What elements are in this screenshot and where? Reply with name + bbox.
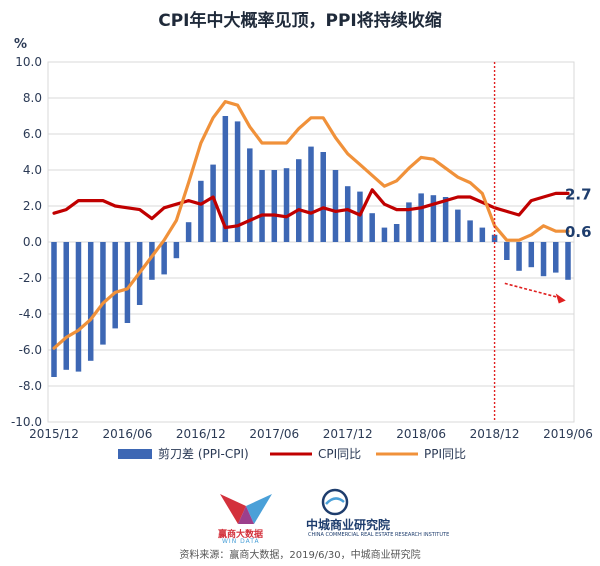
y-tick-label: 6.0 <box>23 127 42 141</box>
spread-bar <box>210 164 216 242</box>
cpi-line <box>52 188 570 230</box>
spread-bar <box>393 224 400 242</box>
spread-bar <box>553 242 559 273</box>
trend-arrow-line <box>504 282 560 299</box>
spread-bar <box>406 202 412 242</box>
legend-swatch-spread <box>118 449 152 459</box>
spread-bar <box>185 222 192 242</box>
bar-layer <box>51 116 571 377</box>
spread-bar <box>528 242 535 268</box>
spread-bar <box>271 170 278 242</box>
spread-bar <box>369 213 375 242</box>
spread-bar <box>124 242 131 323</box>
winshang-logo-name: 赢商大数据 <box>218 530 264 540</box>
spread-bar <box>540 242 547 277</box>
zhongcheng-logo-sub: CHINA COMMERCIAL REAL ESTATE RESEARCH IN… <box>308 532 450 538</box>
legend-label: 剪刀差 (PPI-CPI) <box>158 446 249 461</box>
spread-bar <box>565 242 571 280</box>
legend-label: CPI同比 <box>318 447 361 461</box>
legend-label: PPI同比 <box>424 447 466 461</box>
spread-bar <box>455 209 461 242</box>
y-tick-label: 8.0 <box>23 91 42 105</box>
spread-bar <box>296 159 302 242</box>
x-tick-label: 2019/06 <box>543 427 593 441</box>
spread-bar <box>344 186 351 242</box>
y-tick-label: -2.0 <box>19 271 42 285</box>
spread-bar <box>479 227 486 242</box>
spread-bar <box>100 242 106 345</box>
spread-bar <box>332 170 339 242</box>
y-tick-label: -4.0 <box>19 307 42 321</box>
spread-bar <box>259 170 265 242</box>
annotation-layer: 2.7 0.6 <box>493 62 592 422</box>
chart: % 10.0 8.0 6.0 4.0 2.0 0.0 -2.0 -4.0 -6.0 -8.0 -10… <box>11 37 593 461</box>
spread-bar <box>51 242 57 377</box>
y-tick-label: 10.0 <box>15 55 42 69</box>
spread-bar <box>418 193 424 242</box>
y-tick-label: 2.0 <box>23 199 42 213</box>
ppi-end-label: 0.6 <box>565 223 592 241</box>
cpi-end-label: 2.7 <box>565 185 592 203</box>
x-tick-label: 2016/06 <box>102 427 152 441</box>
line-layer <box>52 99 570 350</box>
legend: 剪刀差 (PPI-CPI) CPI同比 PPI同比 <box>118 446 466 461</box>
spread-bar <box>112 242 118 329</box>
ppi-line <box>52 99 570 350</box>
spread-bar <box>234 121 241 242</box>
spread-bar <box>283 168 290 242</box>
zhongcheng-logo <box>306 488 476 536</box>
chart-title: CPI年中大概率见顶，PPI将持续收缩 <box>158 11 442 31</box>
spread-bar <box>87 242 94 361</box>
spread-bar <box>161 242 167 275</box>
spread-bar <box>442 197 449 242</box>
winshang-logo <box>218 492 298 540</box>
trend-arrow-head <box>555 293 566 304</box>
spread-bar <box>381 227 388 242</box>
winshang-logo-mark <box>220 494 272 524</box>
zhongcheng-logo-name: 中城商业研究院 <box>306 518 391 532</box>
y-tick-label: -10.0 <box>11 415 42 429</box>
spread-bar <box>357 191 363 242</box>
spread-bar <box>173 242 180 259</box>
y-tick-label: -8.0 <box>19 379 42 393</box>
spread-bar <box>430 195 437 242</box>
y-tick-label: 0.0 <box>23 235 42 249</box>
spread-bar <box>75 242 82 372</box>
x-tick-label: 2015/12 <box>29 427 79 441</box>
spread-bar <box>247 148 253 242</box>
axis-layer: 10.0 8.0 6.0 4.0 2.0 0.0 -2.0 -4.0 -6.0 -8.0 -10.0… <box>11 55 593 441</box>
spread-bar <box>222 116 229 242</box>
spread-bar <box>63 242 69 370</box>
zhongcheng-logo-mark <box>321 488 349 516</box>
winshang-logo-sub: WIN DATA <box>222 538 260 545</box>
source-note: 资料来源：赢商大数据，2019/6/30，中城商业研究院 <box>179 550 421 561</box>
spread-bar <box>308 146 314 242</box>
spread-bar <box>467 220 473 242</box>
x-tick-label: 2016/12 <box>176 427 226 441</box>
x-tick-label: 2017/06 <box>249 427 299 441</box>
grid-layer <box>47 61 575 423</box>
spread-bar <box>516 242 522 271</box>
x-tick-label: 2018/12 <box>470 427 520 441</box>
spread-bar <box>320 152 326 242</box>
unit-label: % <box>14 37 27 52</box>
spread-bar <box>504 242 510 260</box>
x-tick-label: 2017/12 <box>323 427 373 441</box>
x-tick-label: 2018/06 <box>396 427 446 441</box>
y-tick-label: 4.0 <box>23 163 42 177</box>
spread-bar <box>149 242 155 280</box>
y-tick-label: -6.0 <box>19 343 42 357</box>
spread-bar <box>198 180 204 242</box>
